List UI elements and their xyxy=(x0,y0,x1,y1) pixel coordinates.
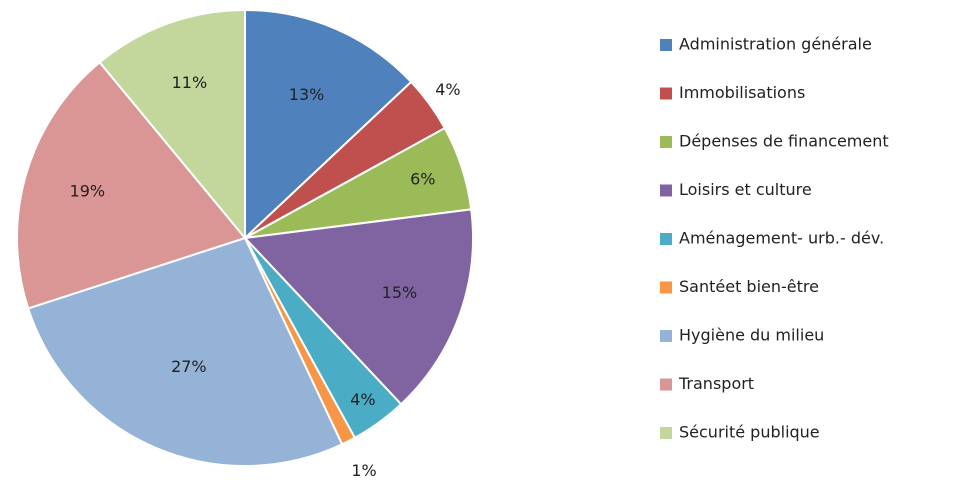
legend-label: Santéet bien-être xyxy=(679,277,819,296)
data-label: 13% xyxy=(289,85,325,104)
legend-swatch xyxy=(660,378,672,391)
pie-slice xyxy=(242,208,474,406)
pie-slice xyxy=(244,8,413,241)
legend-swatch xyxy=(660,233,672,245)
legend-swatch xyxy=(660,184,672,197)
legend-swatch xyxy=(660,87,672,100)
pie-slice xyxy=(26,236,344,467)
legend-label: Immobilisations xyxy=(679,83,805,102)
legend-swatch xyxy=(660,39,672,51)
data-label: 1% xyxy=(351,461,376,480)
data-label: 4% xyxy=(435,80,460,99)
legend-label: Loisirs et culture xyxy=(679,180,812,199)
data-label: 4% xyxy=(350,390,375,409)
legend-label: Sécurité publique xyxy=(679,423,820,442)
data-label: 11% xyxy=(172,73,208,92)
legend-swatch xyxy=(660,330,672,342)
legend-label: Aménagement- urb.- dév. xyxy=(679,229,884,248)
data-label: 27% xyxy=(171,357,207,376)
pie-slice xyxy=(16,60,247,310)
legend-swatch xyxy=(660,427,672,439)
legend-label: Dépenses de financement xyxy=(679,132,889,151)
data-label: 19% xyxy=(70,182,106,201)
legend-swatch xyxy=(660,281,672,294)
legend-label: Hygiène du milieu xyxy=(679,326,824,345)
legend-label: Transport xyxy=(678,374,754,393)
pie-slice xyxy=(98,8,246,241)
data-label: 6% xyxy=(410,170,435,189)
legend-swatch xyxy=(660,136,672,148)
legend-label: Administration générale xyxy=(679,35,872,54)
data-label: 15% xyxy=(382,283,418,302)
